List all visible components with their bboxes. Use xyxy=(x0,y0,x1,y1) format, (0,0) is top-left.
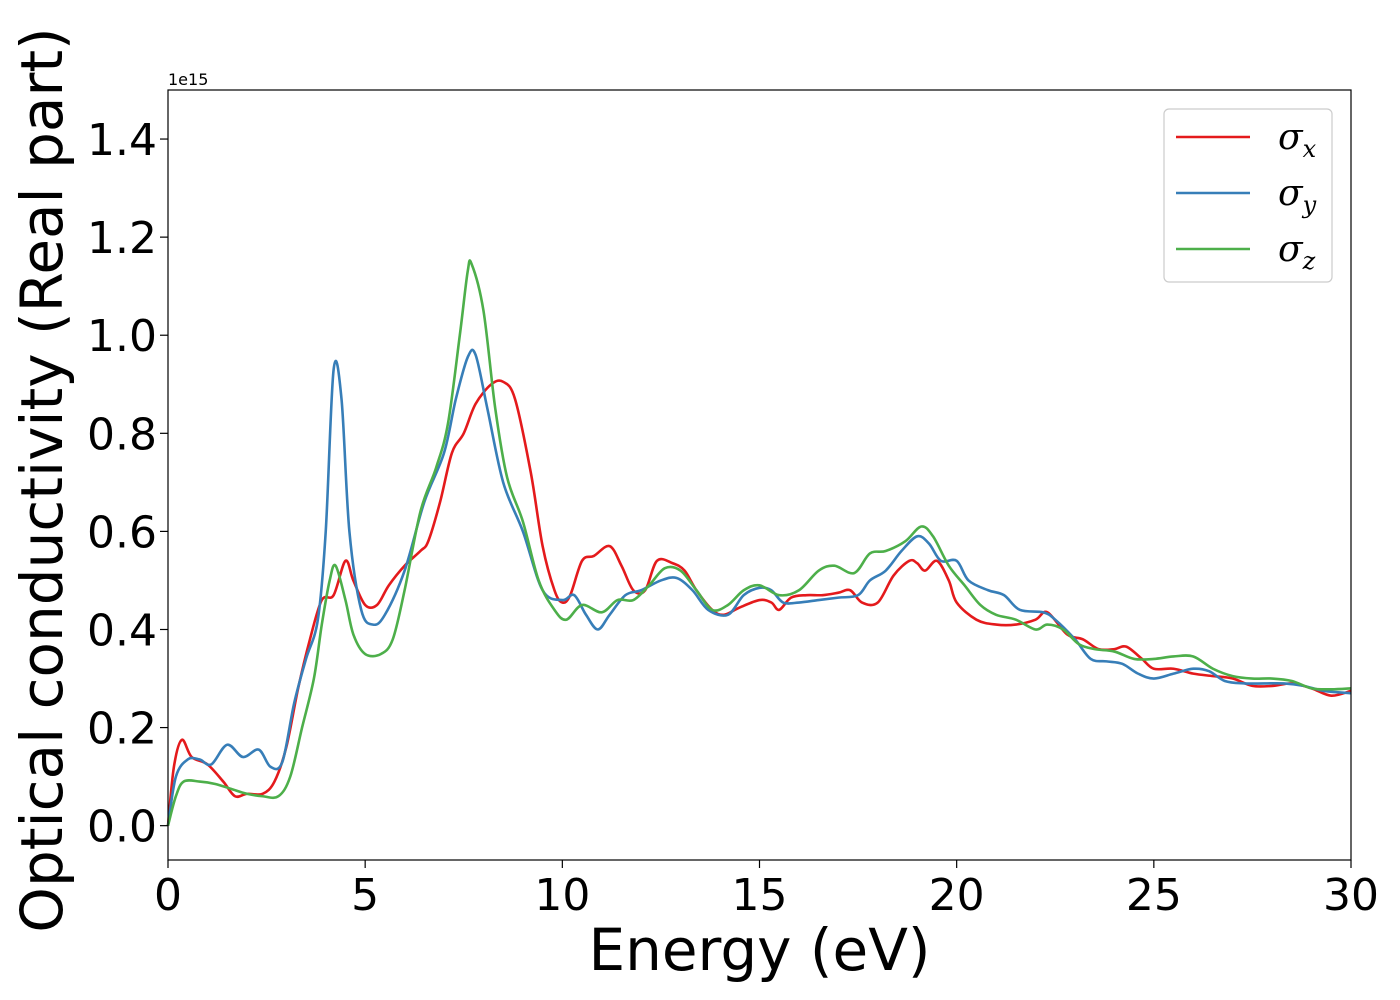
y-tick-label: 0.4 xyxy=(87,605,157,656)
legend-box xyxy=(1163,108,1333,283)
y-tick-label: 1.2 xyxy=(87,213,157,264)
x-tick-label: 0 xyxy=(154,870,182,921)
x-tick-label: 5 xyxy=(351,870,379,921)
series-line-z xyxy=(166,259,1352,827)
y-tick-label: 0.2 xyxy=(87,704,157,755)
x-tick-label: 20 xyxy=(929,870,985,921)
x-tick-label: 10 xyxy=(534,870,590,921)
y-axis-title: Optical conductivity (Real part) xyxy=(8,27,76,932)
series-line-x xyxy=(166,379,1352,826)
x-tick-label: 15 xyxy=(732,870,788,921)
x-tick-label: 25 xyxy=(1126,870,1182,921)
x-axis: 0 5 10 15 20 25 30 xyxy=(154,860,1379,921)
series-layer xyxy=(166,259,1352,827)
legend-label-z: σz xyxy=(1278,229,1316,275)
x-axis-title: Energy (eV) xyxy=(588,916,930,984)
y-axis: 0.0 0.2 0.4 0.6 0.8 1.0 1.2 1.4 xyxy=(87,115,168,853)
legend: σx σy σz xyxy=(1163,108,1333,283)
series-line-y xyxy=(166,348,1352,826)
y-tick-label: 0.8 xyxy=(87,409,157,460)
y-tick-label: 0.6 xyxy=(87,507,157,558)
y-offset-label: 1e15 xyxy=(168,70,208,89)
legend-label-x: σx xyxy=(1278,117,1317,163)
y-tick-label: 1.0 xyxy=(87,311,157,362)
x-tick-label: 30 xyxy=(1323,870,1379,921)
y-tick-label: 1.4 xyxy=(87,115,157,166)
legend-label-y: σy xyxy=(1278,173,1317,219)
y-tick-label: 0.0 xyxy=(87,802,157,853)
